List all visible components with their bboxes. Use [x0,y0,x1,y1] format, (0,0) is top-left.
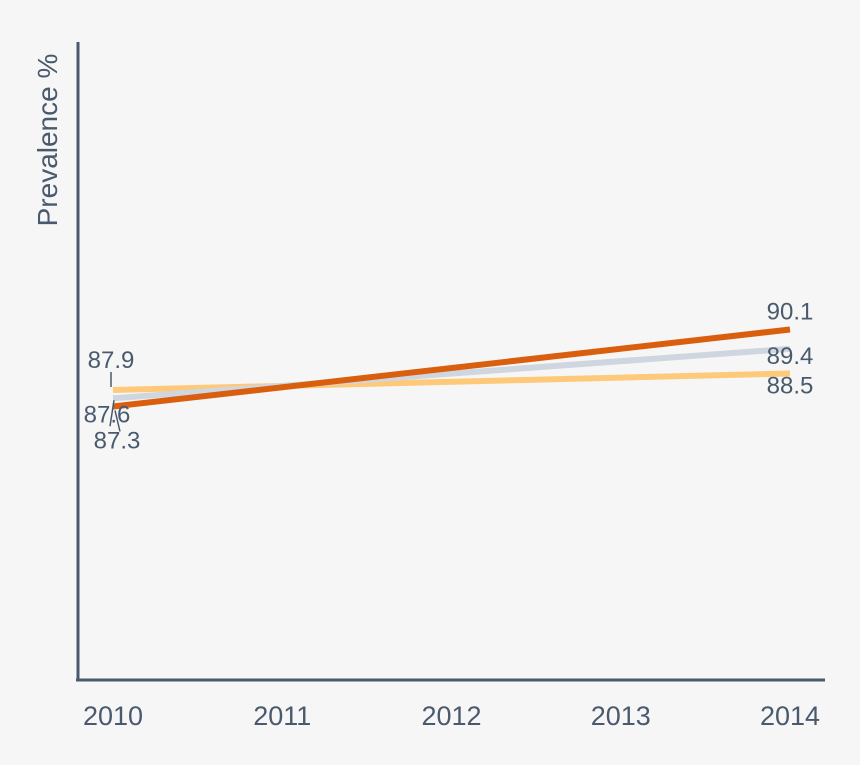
x-tick-label: 2012 [421,701,481,731]
data-labels: 87.9 87.687.3 90.1 89.4 88.5 [84,299,814,455]
x-tick-label: 2010 [83,701,143,731]
y-axis-title: Prevalence % [32,54,63,227]
axes [76,42,825,682]
data-label-2014: 90.1 [767,299,814,326]
data-label-2010: 87.6 [84,401,131,428]
data-label-2014: 89.4 [767,343,814,370]
x-tick-label: 2011 [253,701,311,731]
series-layer [112,326,791,410]
label-leaders [109,372,121,432]
series-line-3 [112,326,791,410]
leader-line [114,410,121,432]
x-axis-ticks: 2010 2011 2012 2013 2014 [83,701,820,731]
data-label-2010: 87.9 [88,347,135,374]
leader-line [109,400,115,427]
data-label-2014: 88.5 [767,373,814,400]
x-tick-label: 2013 [591,701,651,731]
data-label-2010: 87.3 [94,428,141,455]
x-tick-label: 2014 [760,701,820,731]
series-line-2 [112,345,791,402]
